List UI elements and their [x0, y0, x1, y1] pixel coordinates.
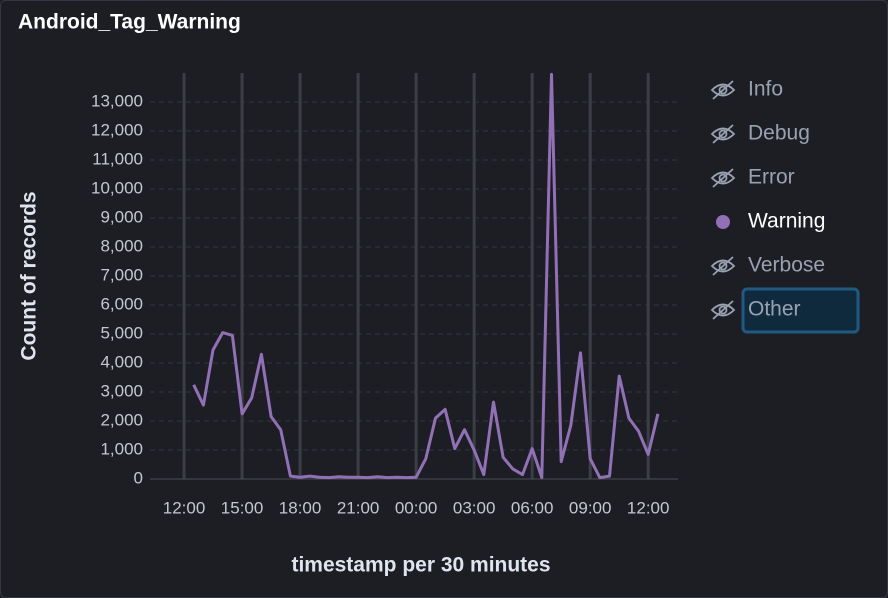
pupil — [718, 173, 728, 183]
legend-item[interactable]: Other — [710, 287, 860, 334]
x-tick-label: 09:00 — [569, 498, 612, 517]
slash — [712, 168, 734, 188]
x-axis-label: timestamp per 30 minutes — [291, 554, 550, 577]
legend-hidden-icon — [710, 168, 736, 188]
x-tick-label: 15:00 — [221, 498, 264, 517]
slash — [712, 124, 734, 144]
y-tick-label: 7,000 — [100, 265, 143, 284]
legend-hidden-icon — [710, 300, 736, 320]
y-tick-label: 6,000 — [100, 294, 143, 313]
legend-item[interactable]: Warning — [716, 210, 825, 233]
x-tick-label: 12:00 — [627, 498, 670, 517]
legend-label: Verbose — [748, 254, 825, 277]
legend-label: Warning — [748, 210, 825, 233]
legend-label: Info — [748, 78, 783, 101]
slash — [712, 300, 734, 320]
y-tick-label: 13,000 — [91, 91, 143, 110]
legend-hidden-icon — [710, 256, 736, 276]
x-tick-label: 03:00 — [453, 498, 496, 517]
slash — [712, 80, 734, 100]
legend-focus — [741, 287, 860, 334]
legend-label: Error — [748, 166, 795, 189]
y-tick-label: 1,000 — [100, 439, 143, 458]
legend-label: Debug — [748, 122, 810, 145]
x-tick-label: 21:00 — [337, 498, 380, 517]
legend-item[interactable]: Debug — [710, 122, 810, 145]
y-tick-label: 2,000 — [100, 410, 143, 429]
legend-dot — [716, 215, 730, 229]
y-tick-label: 11,000 — [92, 149, 143, 168]
x-tick-label: 18:00 — [279, 498, 322, 517]
pupil — [718, 129, 728, 139]
legend-hidden-icon — [710, 124, 736, 144]
legend-item[interactable]: Verbose — [710, 254, 825, 277]
series-line — [192, 72, 660, 480]
x-tick-label: 00:00 — [395, 498, 438, 517]
chart-title: Android_Tag_Warning — [18, 11, 241, 34]
y-tick-label: 4,000 — [100, 352, 143, 371]
x-tick-label: 06:00 — [511, 498, 554, 517]
pupil — [718, 305, 728, 315]
legend-item[interactable]: Info — [710, 78, 783, 101]
y-tick-label: 12,000 — [91, 120, 143, 139]
pupil — [718, 85, 728, 95]
y-tick-label: 3,000 — [100, 381, 143, 400]
x-tick-label: 12:00 — [163, 498, 206, 517]
legend-label: Other — [748, 298, 801, 321]
y-tick-label: 10,000 — [91, 178, 143, 197]
y-tick-label: 9,000 — [100, 207, 143, 226]
y-tick-label: 5,000 — [100, 323, 143, 342]
legend-hidden-icon — [710, 80, 736, 100]
pupil — [718, 261, 728, 271]
legend-item[interactable]: Error — [710, 166, 795, 189]
y-tick-label: 0 — [134, 468, 143, 487]
y-tick-label: 8,000 — [100, 236, 143, 255]
slash — [712, 256, 734, 276]
y-axis-label: Count of records — [18, 191, 41, 360]
